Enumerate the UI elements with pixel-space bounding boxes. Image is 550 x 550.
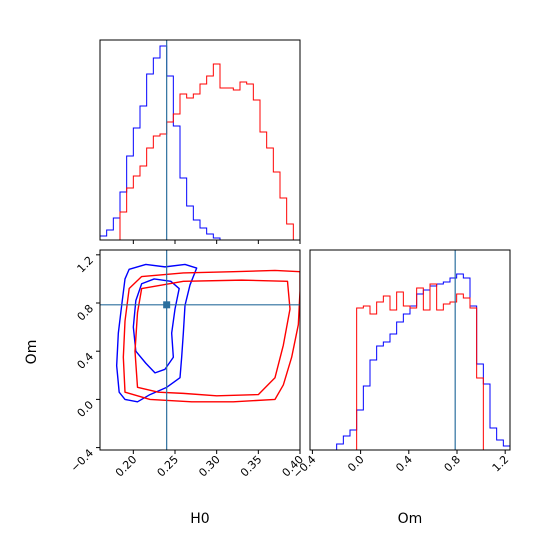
h0-tick-label: 0.35 bbox=[238, 453, 265, 480]
om-tick-label: −0.4 bbox=[68, 447, 96, 475]
om-tick-label: 0.0 bbox=[75, 398, 97, 420]
om-axis-label: Om bbox=[24, 340, 40, 365]
om-tick-label: 1.2 bbox=[75, 254, 97, 276]
blue-contour-1 bbox=[115, 263, 198, 403]
om-marginal-frame bbox=[309, 249, 511, 451]
om-tick-label: 0.8 bbox=[75, 302, 97, 324]
om-marginal-tick-label: 0.0 bbox=[345, 453, 367, 475]
h0-tick-label: 0.25 bbox=[155, 453, 182, 480]
joint-truth-marker bbox=[163, 301, 171, 309]
h0-marginal-frame bbox=[99, 39, 301, 241]
om-marginal-panel: −0.4 0.0 0.4 0.8 1.2 bbox=[290, 249, 512, 481]
om-marginal-tick-label: 1.2 bbox=[490, 453, 512, 475]
h0-tick-label: 0.20 bbox=[113, 453, 140, 480]
h0-om-joint-panel: 0.20 0.25 0.30 0.35 0.40−0.40.00.40.81.2 bbox=[68, 249, 306, 480]
om-marginal-axis-label: Om bbox=[398, 511, 423, 527]
om-marginal-tick-label: 0.4 bbox=[393, 453, 415, 475]
red-contour-2 bbox=[134, 279, 291, 397]
h0-hist-red bbox=[100, 63, 300, 240]
om-hist-red bbox=[310, 283, 510, 450]
joint-frame bbox=[99, 249, 301, 451]
h0-axis-label: H0 bbox=[190, 511, 209, 527]
om-marginal-tick-label: 0.8 bbox=[442, 453, 464, 475]
om-hist-series bbox=[310, 273, 510, 450]
blue-contour-2 bbox=[132, 278, 180, 374]
red-contour-1 bbox=[122, 269, 300, 403]
h0-hist-blue bbox=[100, 45, 300, 240]
om-tick-label: 0.4 bbox=[75, 350, 97, 372]
om-hist-blue bbox=[310, 273, 510, 450]
h0-hist-series bbox=[100, 45, 300, 240]
h0-tick-label: 0.30 bbox=[196, 453, 223, 480]
h0-marginal-panel bbox=[99, 39, 301, 244]
